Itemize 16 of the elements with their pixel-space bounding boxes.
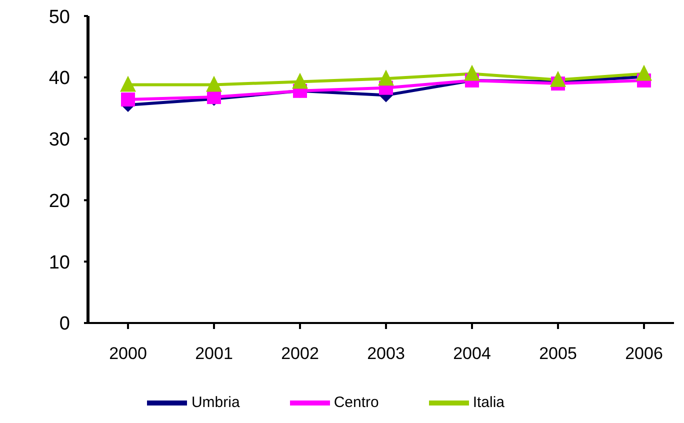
y-tick-label: 40 xyxy=(48,68,70,90)
x-tick-label: 2000 xyxy=(109,344,147,364)
legend-label: Italia xyxy=(472,394,505,411)
x-tick-label: 2004 xyxy=(453,344,491,364)
legend-label: Umbria xyxy=(191,394,240,411)
y-tick-label: 30 xyxy=(48,130,70,151)
legend-label: Centro xyxy=(334,394,379,411)
x-tick-label: 2005 xyxy=(539,344,577,364)
x-tick-label: 2002 xyxy=(281,344,319,364)
y-tick-label: 10 xyxy=(48,252,70,274)
x-tick-label: 2003 xyxy=(367,344,405,364)
x-tick-label: 2006 xyxy=(625,344,663,364)
y-tick-label: 20 xyxy=(48,190,70,212)
y-tick-label: 50 xyxy=(48,6,70,28)
x-tick-label: 2001 xyxy=(195,344,233,364)
y-tick-label: 0 xyxy=(59,314,70,335)
